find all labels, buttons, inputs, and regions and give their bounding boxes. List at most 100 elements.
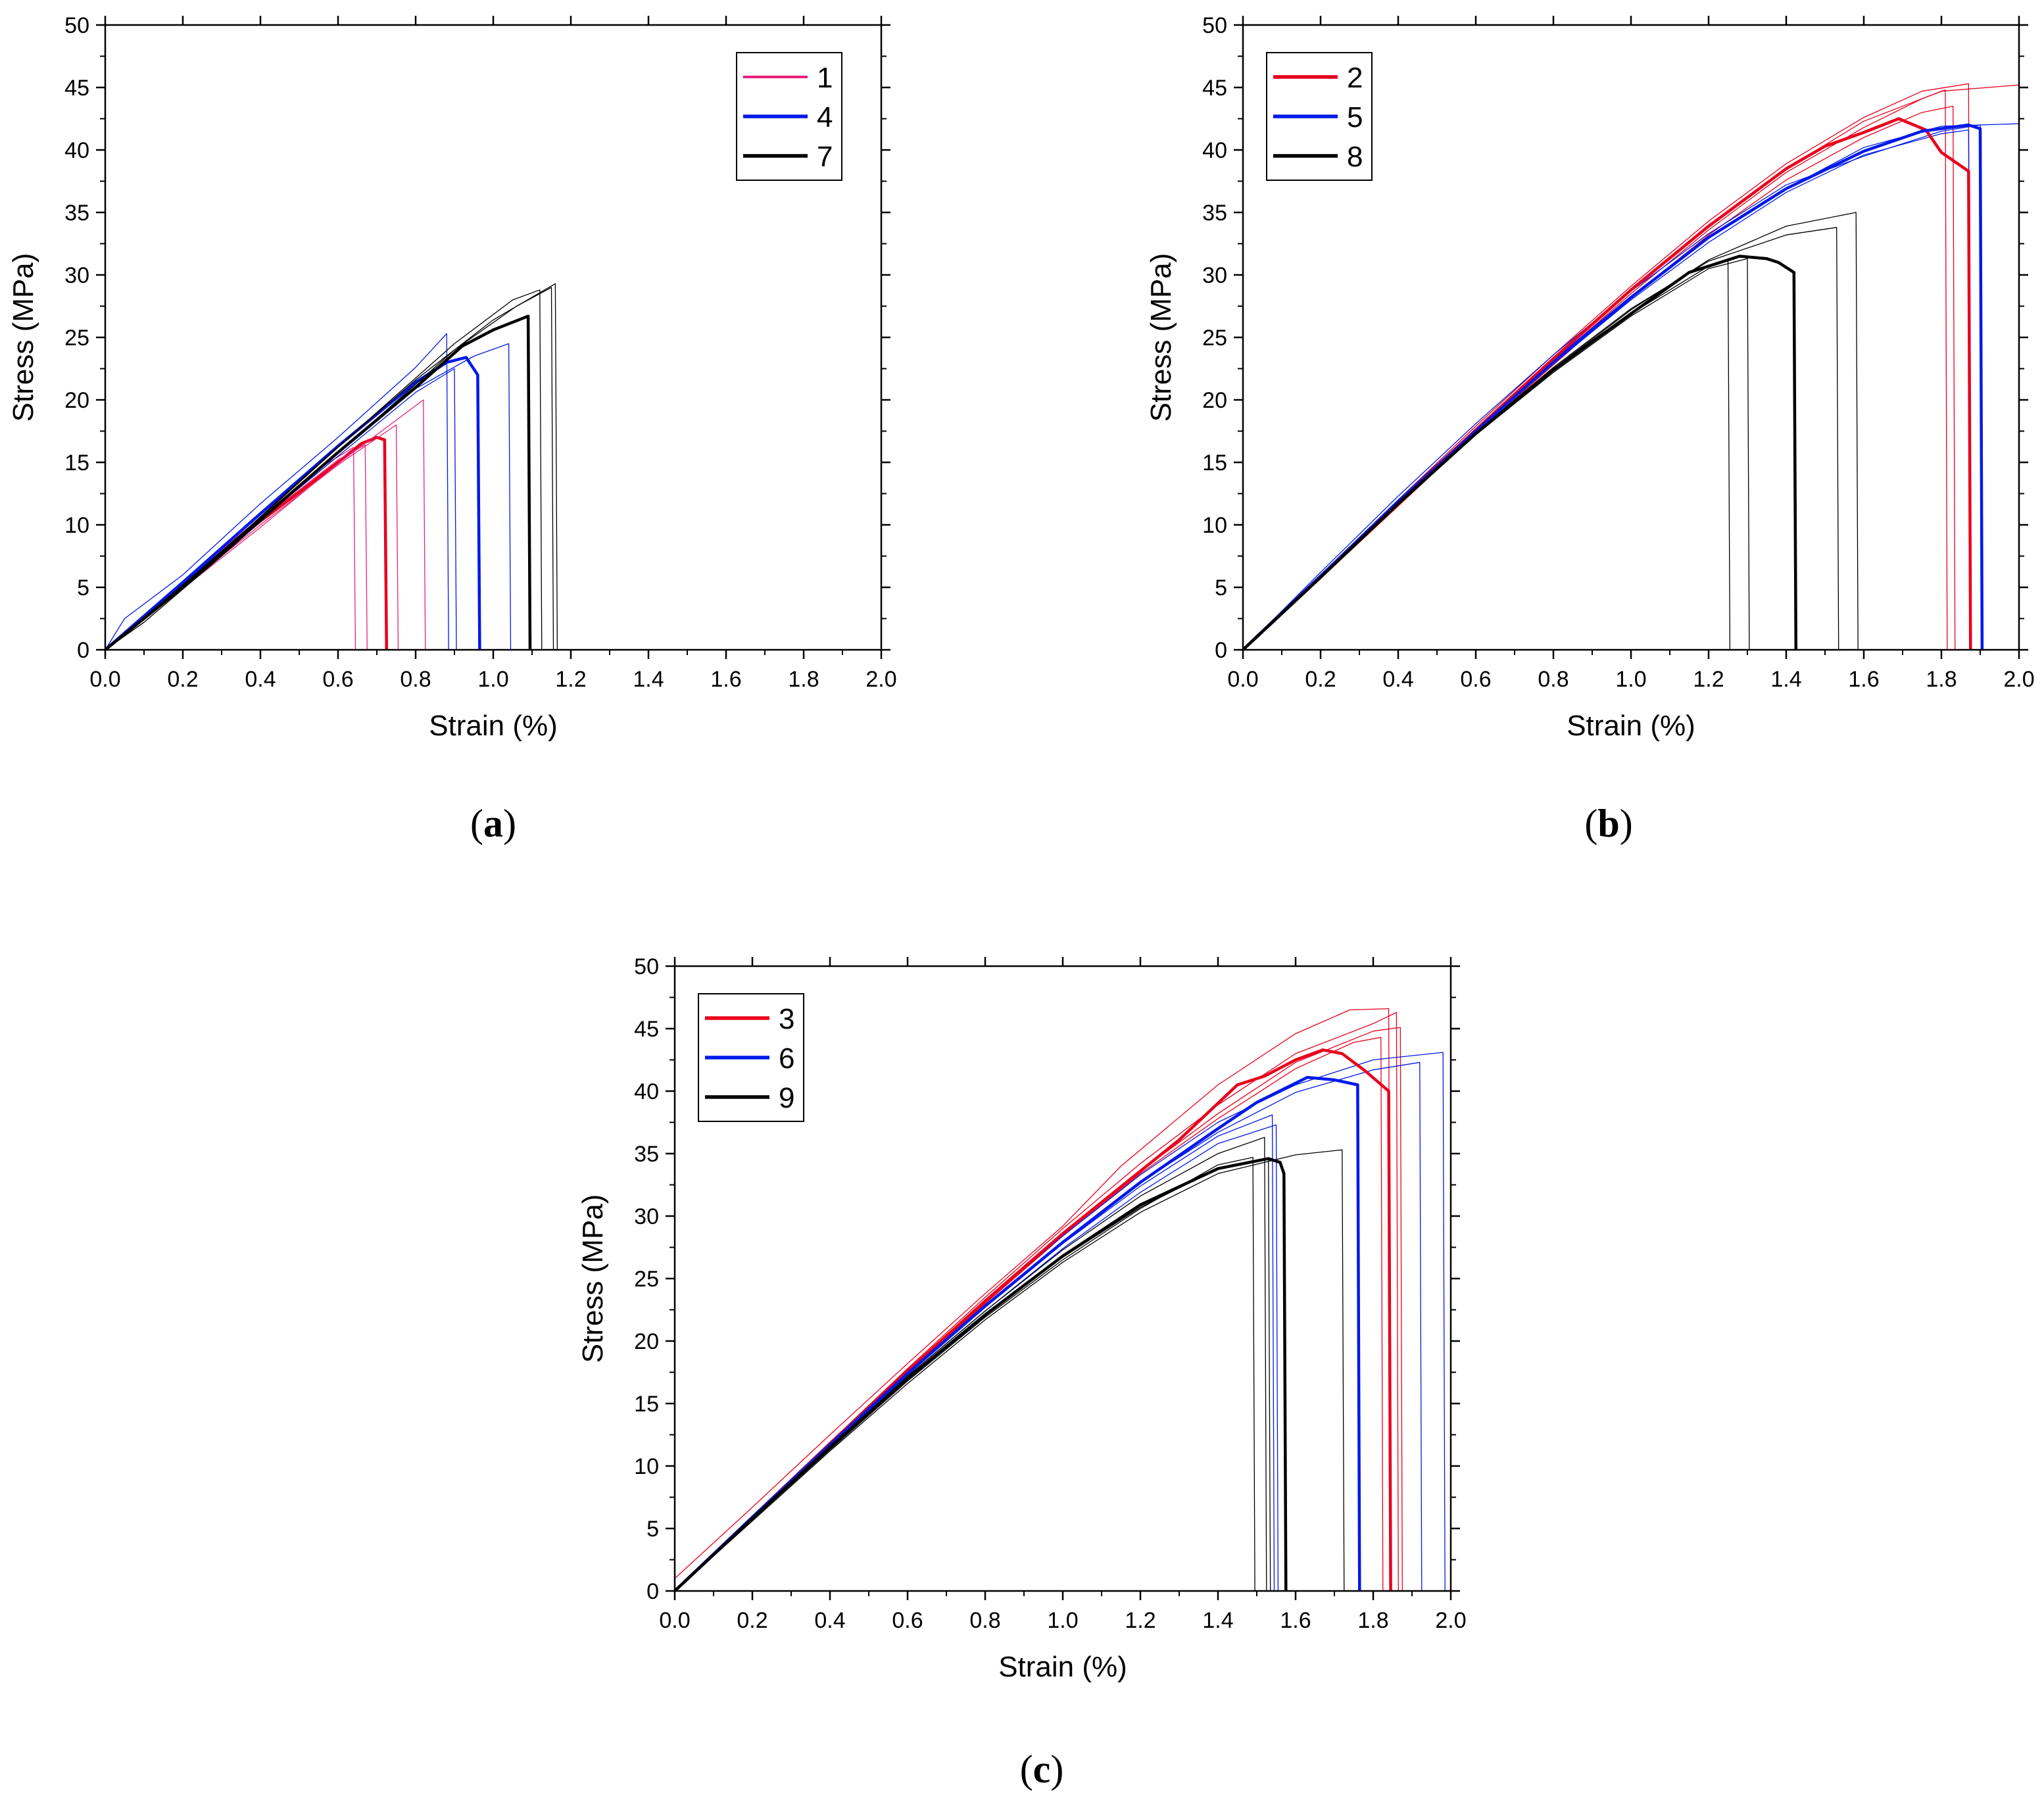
x-tick-label: 1.2 [1125,1608,1156,1633]
series-group [105,283,558,650]
x-axis-title: Strain (%) [1567,710,1695,742]
chart-panel-b: 0.0 0.2 0.4 0.6 0.8 1.0 1.2 1.4 1.6 1.8 2.0 0 5 10 15 2… [1145,13,2035,845]
y-tick-label: 20 [64,388,89,413]
y-tick-label: 15 [1202,451,1227,476]
legend: 2 5 8 [1266,52,1373,181]
y-tick-label: 45 [64,76,89,101]
x-tick-label: 2.0 [865,667,896,692]
y-tick-label: 35 [64,201,89,226]
y-tick-label: 30 [64,263,89,288]
series-line-6 [675,1075,1361,1591]
x-tick-label: 1.8 [1357,1608,1388,1633]
panel-label-open-paren: ( [470,802,483,845]
x-tick-label: 2.0 [1435,1608,1466,1633]
legend-label-3: 3 [779,1003,794,1035]
panel-label-close-paren: ) [1620,802,1633,845]
panel-label-letter: b [1597,802,1619,845]
x-tick-label: 0.2 [737,1608,767,1633]
series-line-1 [105,435,389,650]
series-line-2d [1243,105,1956,650]
series-line-8 [1243,255,1798,650]
x-axis-title: Strain (%) [998,1651,1127,1683]
series-line-9 [675,1157,1288,1591]
y-tick-label: 10 [634,1454,659,1479]
x-tick-label: 0.0 [1227,667,1258,692]
series-line-5b [1243,123,2019,650]
series-line-7a [105,289,543,650]
series-line-7 [105,314,532,650]
x-tick-label: 0.6 [1460,667,1491,692]
series-line-4a [105,333,449,650]
x-tick-label: 0.0 [659,1608,690,1633]
legend-label-5: 5 [1347,101,1363,134]
y-tick-label: 50 [634,954,659,979]
y-tick-label: 35 [1202,201,1227,226]
x-tick-label: 1.8 [788,667,819,692]
series-line-5c [1243,129,1971,650]
chart-panel-c: 0.0 0.2 0.4 0.6 0.8 1.0 1.2 1.4 1.6 1.8 2.0 0 5 10 15 2… [577,954,1467,1791]
x-tick-label: 0.4 [1382,667,1413,692]
series-line-6c [675,1124,1279,1591]
x-tick-label: 0.2 [1305,667,1336,692]
y-tick-label: 20 [634,1329,659,1354]
x-tick-label: 0.0 [89,667,120,692]
x-tick-label: 0.6 [892,1608,923,1633]
x-tick-label: 1.6 [710,667,741,692]
panel-label-close-paren: ) [503,802,516,845]
series-line-8b [1243,212,1859,650]
x-tick-label: 1.2 [1693,667,1724,692]
y-tick-label: 0 [77,638,89,663]
series-line-6b [675,1062,1423,1591]
series-line-9d [675,1157,1255,1591]
panel-label: (b) [1584,802,1632,845]
x-tick-label: 0.8 [400,667,431,692]
legend-label-1: 1 [817,62,833,94]
panel-label-close-paren: ) [1050,1747,1063,1791]
panel-label: (c) [1020,1747,1064,1791]
y-tick-label: 35 [634,1142,659,1167]
panel-label-open-paren: ( [1020,1747,1033,1791]
y-tick-label: 50 [1202,13,1227,38]
y-tick-label: 5 [77,575,89,600]
x-tick-label: 1.0 [477,667,508,692]
y-tick-label: 10 [64,513,89,538]
y-tick-label: 25 [634,1267,659,1292]
x-tick-label: 1.0 [1615,667,1646,692]
series-line-3a [675,1008,1392,1591]
y-tick-label: 50 [64,13,89,38]
y-tick-label: 15 [64,451,89,476]
x-tick-label: 0.4 [245,667,276,692]
y-tick-label: 25 [1202,326,1227,351]
y-tick-label: 5 [646,1517,659,1542]
legend-label-7: 7 [817,141,833,173]
x-tick-label: 1.6 [1848,667,1879,692]
series-group [675,1008,1446,1591]
x-tick-label: 1.6 [1280,1608,1311,1633]
series-line-6d [675,1114,1275,1591]
series-line-8a [1243,259,1731,650]
y-tick-label: 30 [634,1204,659,1229]
chart-panel-a: 0.0 0.2 0.4 0.6 0.8 1.0 1.2 1.4 1.6 1.8 2.0 0 5 10 15 2… [7,13,897,845]
y-tick-label: 40 [1202,138,1227,163]
y-tick-label: 5 [1215,575,1227,600]
series-line-5a [1243,124,1983,650]
panel-label-letter: a [483,802,503,845]
series-line-6a [675,1052,1446,1591]
series-line-4 [105,356,481,650]
y-tick-label: 45 [634,1017,659,1042]
x-tick-label: 1.4 [633,667,664,692]
x-tick-label: 0.2 [167,667,198,692]
x-tick-label: 0.8 [969,1608,1000,1633]
y-tick-label: 15 [634,1392,659,1417]
y-tick-label: 40 [634,1079,659,1104]
legend-label-6: 6 [779,1042,794,1075]
x-tick-label: 1.4 [1202,1608,1233,1633]
legend-label-2: 2 [1347,62,1363,94]
y-tick-label: 10 [1202,513,1227,538]
panel-label-open-paren: ( [1584,802,1597,845]
series-line-5 [1243,123,1984,650]
y-axis-title: Stress (MPa) [577,1194,609,1363]
x-axis-title: Strain (%) [429,710,558,742]
y-tick-label: 30 [1202,263,1227,288]
